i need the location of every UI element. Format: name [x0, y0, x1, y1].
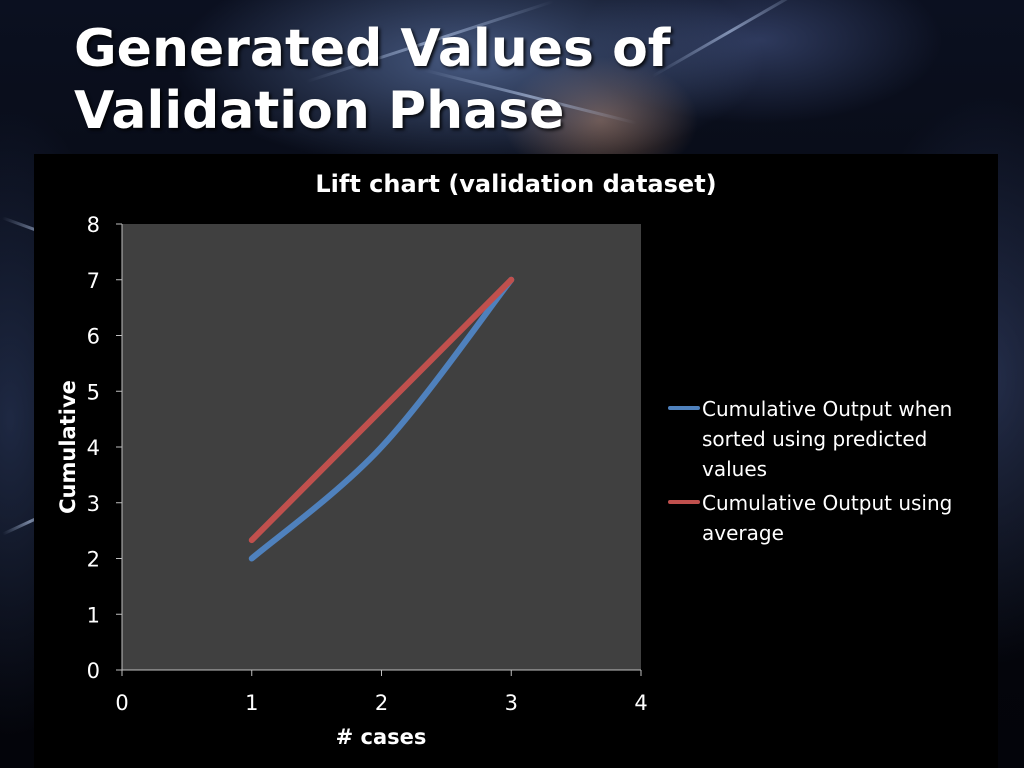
y-tick-label: 1	[87, 603, 100, 627]
x-tick-label: 1	[245, 691, 258, 715]
legend-label-predicted: Cumulative Output when sorted using pred…	[702, 397, 953, 481]
y-tick-label: 8	[87, 213, 100, 237]
legend-label-average: Cumulative Output using average	[702, 491, 953, 545]
series-line-predicted	[248, 276, 515, 562]
y-tick-label: 3	[87, 492, 100, 516]
x-tick-label: 3	[505, 691, 518, 715]
series-layer	[248, 276, 515, 562]
chart-legend: Cumulative Output when sorted using pred…	[668, 394, 998, 552]
legend-swatch-predicted	[668, 406, 700, 410]
x-axis-label: # cases	[336, 725, 427, 749]
legend-swatch-average	[668, 500, 700, 504]
chart-title: Lift chart (validation dataset)	[315, 170, 716, 198]
legend-item-predicted: Cumulative Output when sorted using pred…	[668, 394, 998, 484]
axes: 0 1 2 3 4 5 6 7 8 0 1 2 3 4	[87, 213, 648, 715]
legend-item-average: Cumulative Output using average	[668, 488, 998, 548]
y-axis-label: Cumulative	[56, 380, 80, 514]
y-tick-label: 7	[87, 269, 100, 293]
y-tick-label: 2	[87, 548, 100, 572]
series-line-average	[248, 276, 515, 544]
y-tick-label: 0	[87, 659, 100, 683]
x-tick-label: 2	[375, 691, 388, 715]
y-tick-label: 6	[87, 325, 100, 349]
x-tick-label: 0	[115, 691, 128, 715]
y-tick-label: 5	[87, 380, 100, 404]
slide-title: Generated Values of Validation Phase	[74, 19, 671, 141]
y-tick-label: 4	[87, 436, 100, 460]
x-tick-label: 4	[634, 691, 647, 715]
